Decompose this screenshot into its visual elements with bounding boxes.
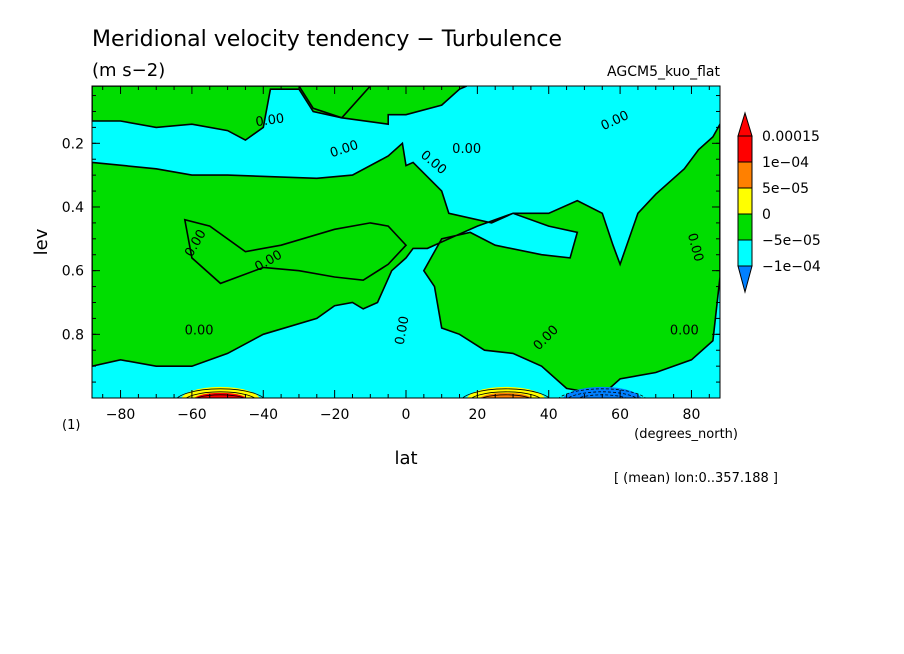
contour-label-11: 0.00	[670, 323, 699, 338]
chart-units: (m s−2)	[92, 60, 165, 81]
surface-contour-1-2	[185, 391, 256, 398]
x-tick-label: 0	[402, 407, 411, 423]
contour-label-7: 0.00	[452, 142, 481, 157]
colorbar-label: −1e−04	[762, 259, 821, 275]
zero-contour-3	[92, 122, 720, 396]
colorbar-segment-3	[737, 187, 753, 215]
x-axis-title: lat	[394, 448, 417, 469]
y-axis-units: (1)	[62, 418, 80, 433]
colorbar: −1e−04 −5e−05 0 5e−05 1e−04 0.00015	[737, 111, 821, 294]
colorbar-label: −5e−05	[762, 233, 821, 249]
surface-extreme-core-1	[194, 392, 247, 398]
y-tick-label: 0.4	[62, 200, 84, 216]
colorbar-upper-arrow	[737, 111, 753, 137]
zero-contour-4	[183, 218, 408, 285]
x-tick-label: 60	[611, 407, 629, 423]
subset-note: [ (mean) lon:0..357.188 ]	[614, 471, 778, 486]
x-tick-label: 20	[468, 407, 486, 423]
y-tick-label: 0.2	[62, 136, 84, 152]
x-tick-label: −40	[248, 407, 278, 423]
colorbar-label: 5e−05	[762, 181, 809, 197]
surface-contour-2-3	[480, 394, 531, 398]
plot-area	[92, 86, 720, 398]
surface-contour-1-1	[176, 388, 265, 398]
contour-label-8: 0.00	[393, 315, 413, 346]
surface-contour-2-2	[470, 391, 541, 398]
surface-contour-3-1	[558, 388, 647, 398]
positive-region-1	[92, 86, 467, 141]
y-tick-label: 0.8	[62, 327, 84, 343]
dataset-label: AGCM5_kuo_flat	[607, 64, 720, 80]
colorbar-segment-5	[737, 135, 753, 163]
colorbar-label: 1e−04	[762, 155, 809, 171]
colorbar-segment-2	[737, 213, 753, 241]
colorbar-segment-1	[737, 239, 753, 267]
contour-label-12: 0.00	[684, 232, 706, 264]
surface-extreme-core-2	[479, 392, 533, 398]
colorbar-segment-4	[737, 161, 753, 189]
positive-region-2	[299, 86, 371, 118]
y-axis-title: lev	[31, 228, 52, 255]
contour-label-1: 0.00	[185, 323, 214, 338]
surface-contour-2-1	[462, 388, 550, 398]
x-tick-label: −20	[320, 407, 350, 423]
positive-region-4	[184, 219, 406, 284]
chart-title: Meridional velocity tendency − Turbulenc…	[92, 27, 562, 52]
x-tick-label: −60	[177, 407, 207, 423]
zero-contour-2	[298, 86, 372, 119]
y-tick-label: 0.6	[62, 264, 84, 280]
x-tick-label: 40	[540, 407, 558, 423]
surface-extreme-outer-3	[563, 386, 642, 398]
contour-label-2: 0.00	[255, 111, 286, 130]
colorbar-label: 0.00015	[762, 129, 820, 145]
colorbar-lower-arrow	[737, 265, 753, 294]
x-tick-label: −80	[106, 407, 136, 423]
x-tick-label: 80	[683, 407, 701, 423]
colorbar-label: 0	[762, 207, 771, 223]
x-axis-units: (degrees_north)	[634, 427, 738, 442]
surface-contour-1-3	[195, 394, 246, 398]
positive-region-3	[92, 124, 720, 395]
